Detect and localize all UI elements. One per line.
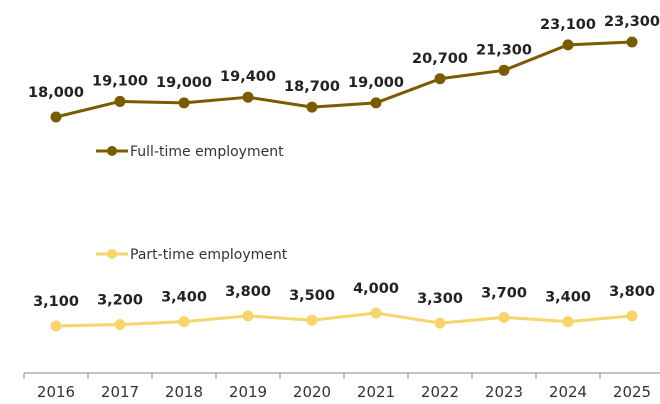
part-time-point — [306, 314, 318, 326]
x-tick-label: 2020 — [293, 383, 331, 401]
full-time-data-label: 20,700 — [412, 51, 468, 67]
x-tick-label: 2018 — [165, 383, 203, 401]
x-tick-label: 2016 — [37, 383, 75, 401]
full-time-data-label: 18,000 — [28, 85, 84, 101]
full-time-data-label: 19,100 — [92, 73, 148, 89]
part-time-point — [114, 319, 126, 331]
full-time-point — [370, 97, 382, 109]
part-time-series-line — [55, 311, 633, 328]
part-time-point — [434, 317, 446, 329]
x-tick-label: 2023 — [485, 383, 523, 401]
part-time-data-label: 3,400 — [161, 290, 207, 306]
part-time-point — [626, 310, 638, 322]
part-time-point — [50, 320, 62, 332]
series-layer: 18,000 19,100 19,000 19,400 18,700 19,000 20,7… — [28, 14, 660, 332]
x-tick-label: 2017 — [101, 383, 139, 401]
part-time-data-label: 3,800 — [609, 284, 655, 300]
x-tick-label: 2019 — [229, 383, 267, 401]
legend-part-time-marker — [107, 249, 117, 259]
part-time-point — [370, 307, 382, 319]
full-time-data-label: 18,700 — [284, 79, 340, 95]
part-time-data-label: 3,800 — [225, 284, 271, 300]
full-time-point — [562, 39, 574, 51]
full-time-data-label: 19,400 — [220, 69, 276, 85]
full-time-point — [242, 91, 254, 103]
full-time-point — [114, 95, 126, 107]
full-time-data-label: 19,000 — [156, 75, 212, 91]
full-time-point — [178, 97, 190, 109]
part-time-data-label: 4,000 — [353, 281, 399, 297]
full-time-point — [306, 101, 318, 113]
part-time-point — [498, 311, 510, 323]
legend-full-time-marker — [107, 146, 117, 156]
full-time-point — [626, 36, 638, 48]
legend-full-time-label: Full-time employment — [130, 144, 284, 160]
full-time-point — [498, 64, 510, 76]
part-time-point — [242, 310, 254, 322]
full-time-data-label: 21,300 — [476, 42, 532, 58]
x-axis: 2016 2017 2018 2019 2020 2021 2022 2023 2024 2025 — [23, 372, 660, 401]
part-time-point — [562, 316, 574, 328]
full-time-data-label: 23,100 — [540, 17, 596, 33]
full-time-point — [50, 111, 62, 123]
x-tick-label: 2025 — [613, 383, 651, 401]
part-time-data-label: 3,500 — [289, 288, 335, 304]
full-time-data-label: 23,300 — [604, 14, 660, 30]
x-tick-label: 2024 — [549, 383, 587, 401]
part-time-data-label: 3,100 — [33, 294, 79, 310]
part-time-point — [178, 316, 190, 328]
legend: Full-time employment Part-time employment — [96, 144, 288, 263]
full-time-series-line — [55, 40, 633, 119]
full-time-point — [434, 73, 446, 85]
part-time-data-label: 3,300 — [417, 291, 463, 307]
x-tick-label: 2022 — [421, 383, 459, 401]
legend-part-time-label: Part-time employment — [130, 247, 288, 263]
part-time-data-label: 3,400 — [545, 290, 591, 306]
part-time-data-label: 3,200 — [97, 293, 143, 309]
part-time-data-label: 3,700 — [481, 285, 527, 301]
full-time-data-label: 19,000 — [348, 75, 404, 91]
x-tick-label: 2021 — [357, 383, 395, 401]
